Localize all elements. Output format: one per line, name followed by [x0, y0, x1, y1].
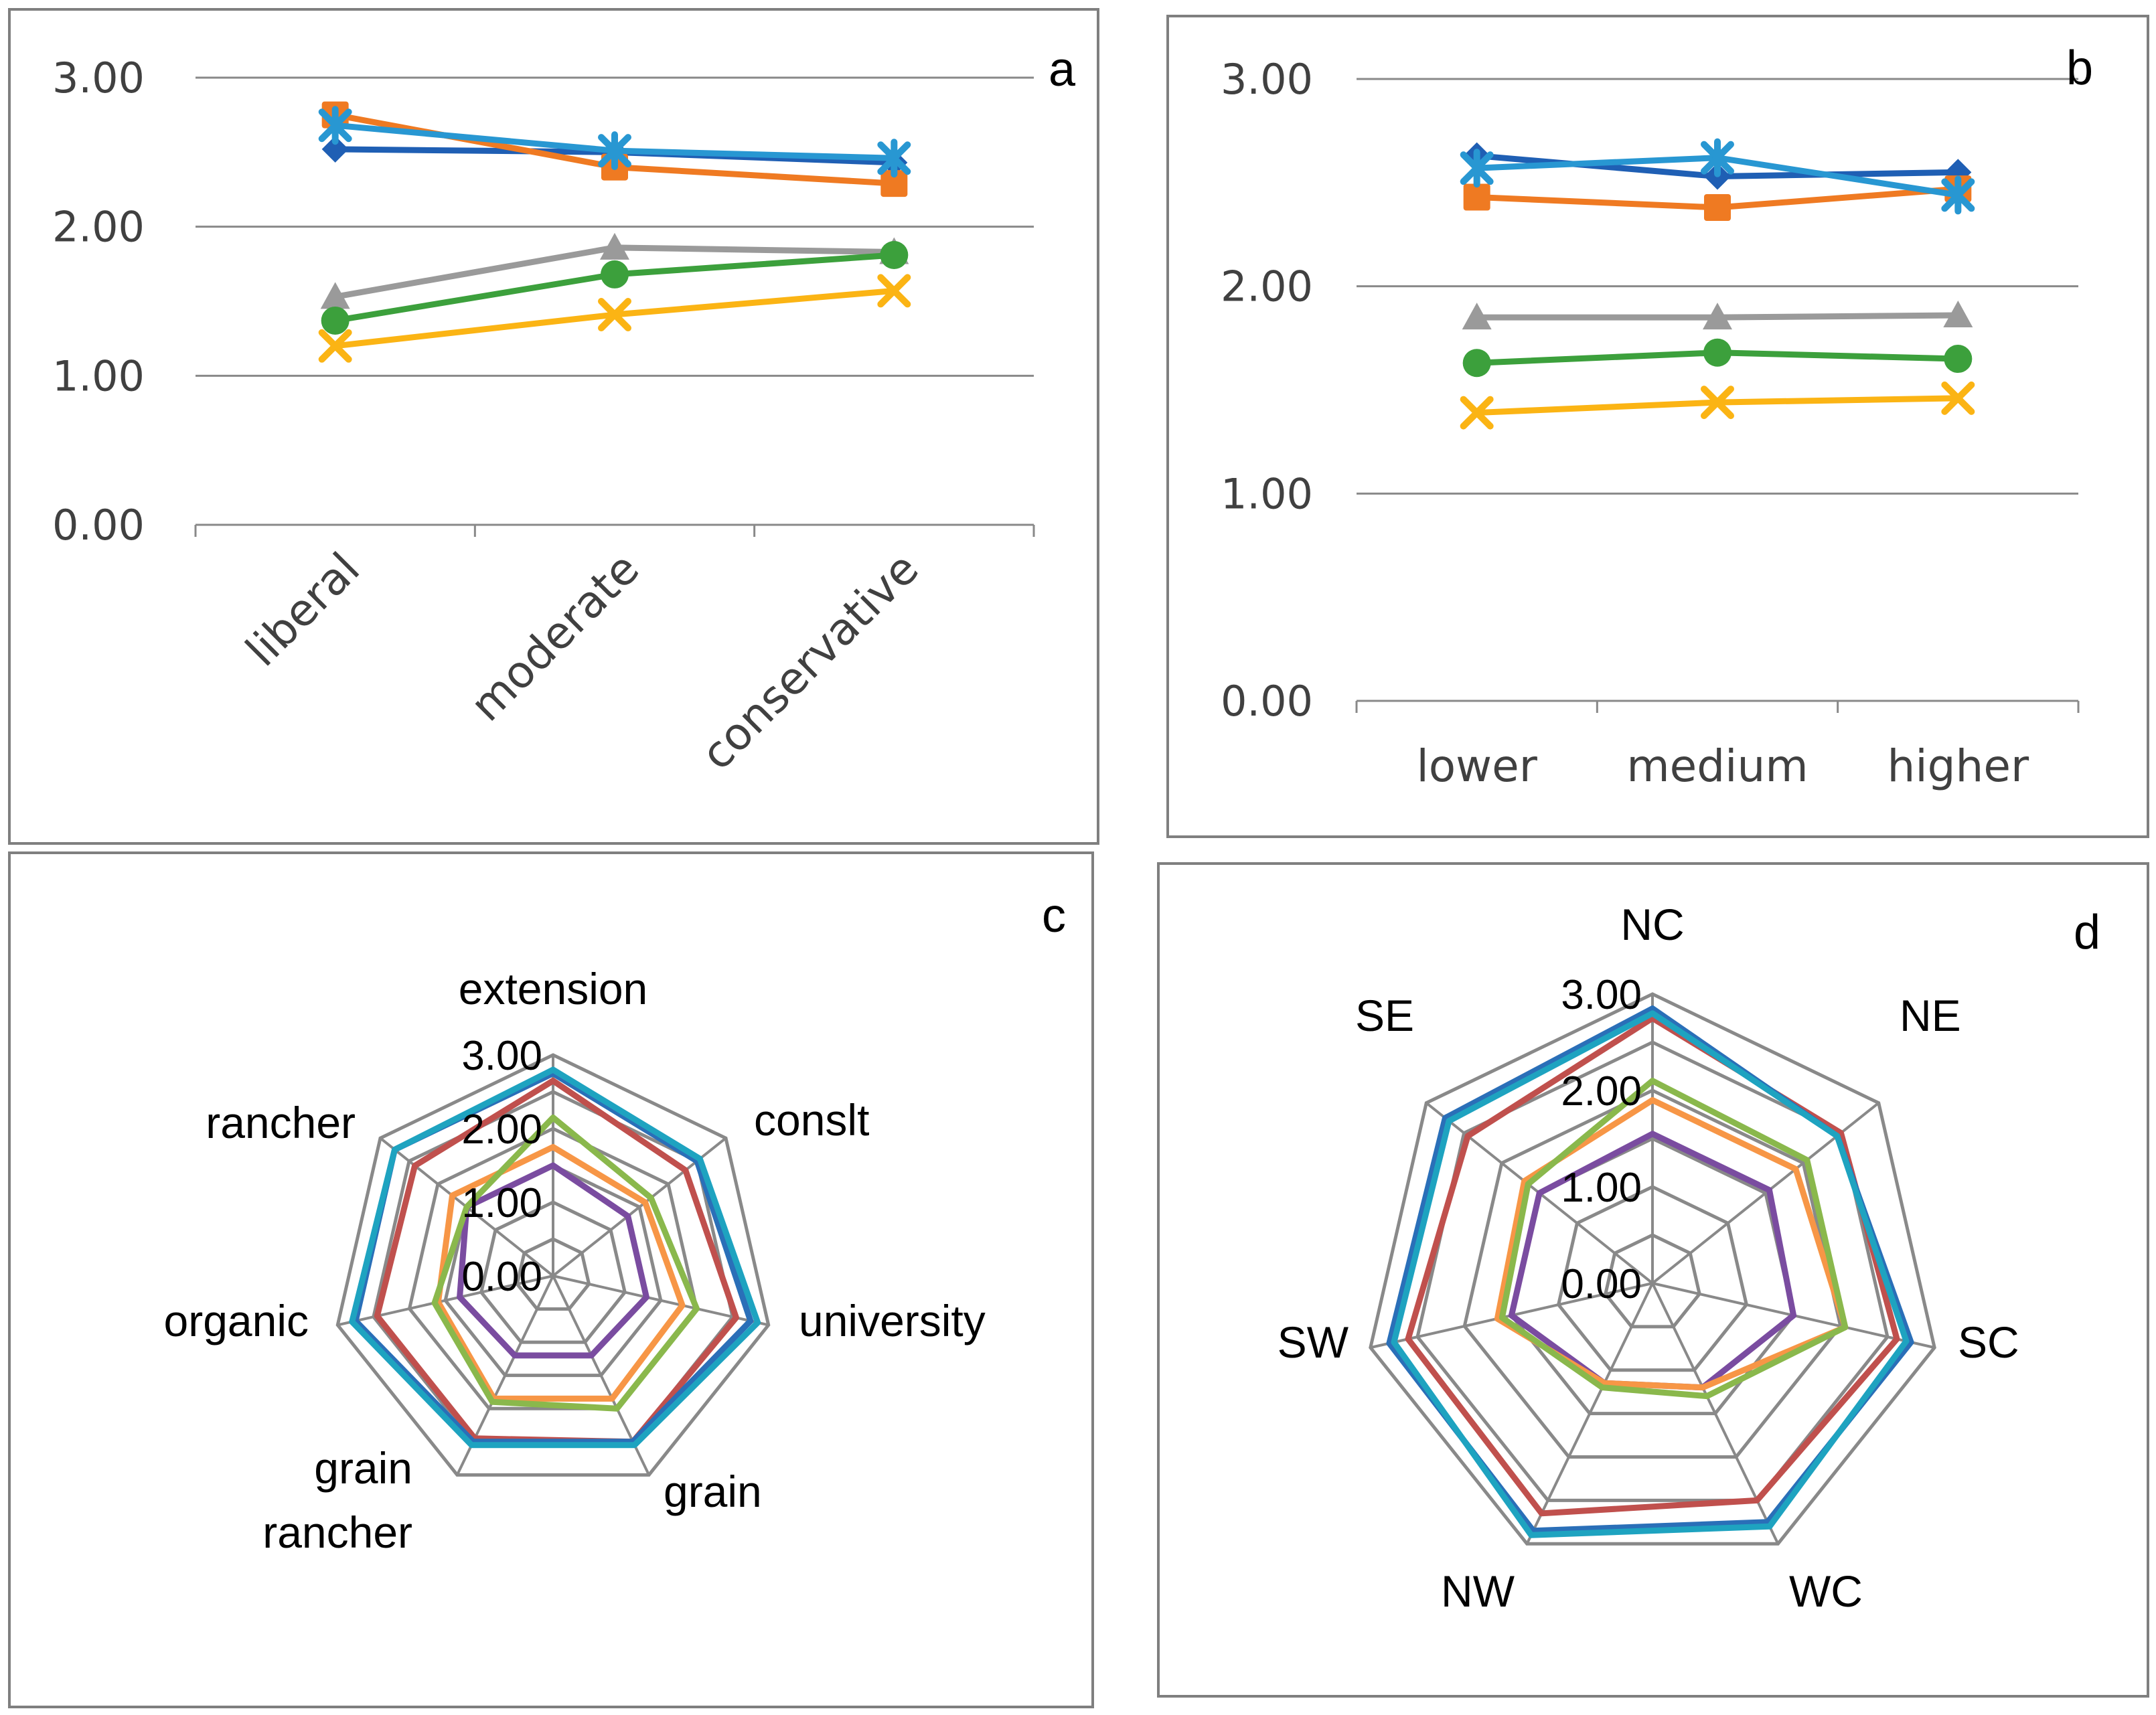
data-point-marker — [877, 139, 911, 178]
panel-label: a — [1049, 43, 1076, 96]
data-point-marker — [1701, 386, 1734, 420]
radar-tick-label: 2.00 — [1561, 1068, 1642, 1115]
radar-axis-label: NW — [1441, 1566, 1515, 1616]
radar-tick-label: 1.00 — [461, 1180, 542, 1226]
radar-tick-label: 3.00 — [461, 1033, 542, 1079]
radar-grid-ring — [1369, 992, 1936, 1546]
y-tick-label: 2.00 — [1221, 262, 1313, 311]
data-point-marker — [1701, 138, 1734, 177]
data-point-marker — [1941, 175, 1975, 215]
y-tick-label: 3.00 — [1221, 55, 1313, 104]
chart-b: 0.00 1.00 2.00 3.00 lower medium higher b — [1221, 42, 2093, 792]
radar-series-line — [1391, 1010, 1910, 1538]
radar-tick-label: 0.00 — [461, 1254, 542, 1300]
data-point-marker — [1460, 396, 1494, 430]
radar-grid-ring — [1462, 1088, 1843, 1459]
panel-c: 0.00 1.00 2.00 3.00 extension conslt universit… — [8, 851, 1094, 1708]
data-point-marker — [1460, 149, 1494, 188]
radar-series-line — [1494, 1096, 1849, 1391]
data-point-marker — [321, 306, 350, 335]
y-tick-label: 1.00 — [52, 351, 145, 400]
data-point-marker — [1462, 303, 1492, 330]
radar-spoke — [337, 1275, 554, 1327]
panel-d: 0.00 1.00 2.00 3.00 NC NE SC WC NW SW SE d — [1157, 862, 2149, 1698]
radar-axis-label: NC — [1620, 900, 1684, 949]
radar-axis-label: SW — [1278, 1317, 1349, 1367]
data-point-marker — [877, 274, 911, 308]
y-tick-label: 0.00 — [1221, 677, 1313, 726]
chart-c: 0.00 1.00 2.00 3.00 extension conslt universit… — [164, 889, 1066, 1557]
radar-grid-ring — [1604, 1233, 1701, 1329]
x-category-label: higher — [1888, 740, 2029, 792]
radar-axis-label: conslt — [754, 1095, 869, 1145]
radar-axis-label: extension — [459, 964, 648, 1013]
y-tick-label: 0.00 — [52, 501, 145, 550]
radar-axis-label: SE — [1355, 991, 1414, 1040]
panel-label: d — [2074, 906, 2100, 959]
x-category-label: moderate — [461, 543, 649, 732]
radar-series-line — [431, 1115, 700, 1412]
radar-grid-ring — [335, 1053, 771, 1477]
data-point-marker — [1941, 381, 1975, 415]
data-point-marker — [598, 298, 631, 332]
panel-b: 0.00 1.00 2.00 3.00 lower medium higher b — [1166, 15, 2149, 838]
chart-a: 0.00 1.00 2.00 3.00 liberal moderate conservat… — [52, 43, 1076, 780]
data-point-marker — [598, 131, 631, 171]
panel-a: 0.00 1.00 2.00 3.00 liberal moderate conservat… — [8, 8, 1099, 845]
radar-series-line — [457, 1162, 649, 1359]
data-point-marker — [320, 282, 350, 309]
data-point-marker — [880, 170, 908, 197]
data-point-marker — [318, 106, 352, 145]
radar-series-line — [1498, 1078, 1849, 1400]
radar-spoke — [552, 1275, 769, 1327]
data-point-marker — [880, 240, 909, 269]
radar-tick-label: 1.00 — [1561, 1165, 1642, 1211]
radar-axis-label: grain rancher — [262, 1443, 412, 1557]
radar-grid-ring — [479, 1200, 627, 1344]
radar-tick-label: 0.00 — [1561, 1261, 1642, 1307]
radar-grid-ring — [407, 1127, 699, 1410]
chart-d: 0.00 1.00 2.00 3.00 NC NE SC WC NW SW SE d — [1278, 900, 2100, 1616]
radar-spoke — [1651, 1102, 1879, 1285]
data-point-marker — [1463, 183, 1490, 211]
data-point-marker — [1462, 349, 1491, 378]
radar-axis-label: university — [799, 1296, 986, 1345]
panel-label: c — [1042, 889, 1066, 943]
radar-axis-label: grain — [664, 1467, 762, 1516]
radar-series-line — [349, 1066, 761, 1449]
y-tick-label: 2.00 — [52, 203, 145, 252]
data-point-marker — [1704, 193, 1731, 221]
data-point-marker — [600, 232, 629, 260]
radar-axis-label: SC — [1958, 1317, 2019, 1367]
data-point-marker — [601, 260, 629, 289]
radar-axis-label: NE — [1900, 991, 1961, 1040]
data-point-marker — [318, 329, 352, 363]
y-tick-label: 1.00 — [1221, 469, 1313, 518]
radar-axis-label: rancher — [206, 1098, 356, 1147]
radar-tick-label: 3.00 — [1561, 972, 1642, 1018]
radar-series-line — [435, 1144, 686, 1402]
x-category-label: liberal — [236, 543, 370, 676]
panel-label: b — [2066, 42, 2093, 95]
x-category-label: medium — [1626, 740, 1808, 792]
data-point-marker — [1703, 303, 1732, 330]
radar-spoke — [1525, 1283, 1654, 1545]
radar-grid-ring — [515, 1237, 591, 1311]
radar-grid-ring — [1556, 1185, 1749, 1372]
y-tick-label: 3.00 — [52, 54, 145, 102]
radar-tick-label: 2.00 — [461, 1107, 542, 1153]
data-point-marker — [1943, 301, 1973, 328]
data-point-marker — [1703, 338, 1731, 367]
radar-axis-label: organic — [164, 1296, 309, 1345]
x-category-label: conservative — [691, 543, 928, 780]
x-category-label: lower — [1416, 740, 1537, 792]
data-point-marker — [321, 135, 349, 163]
radar-axis-label: WC — [1789, 1566, 1863, 1616]
data-point-marker — [1944, 345, 1973, 374]
